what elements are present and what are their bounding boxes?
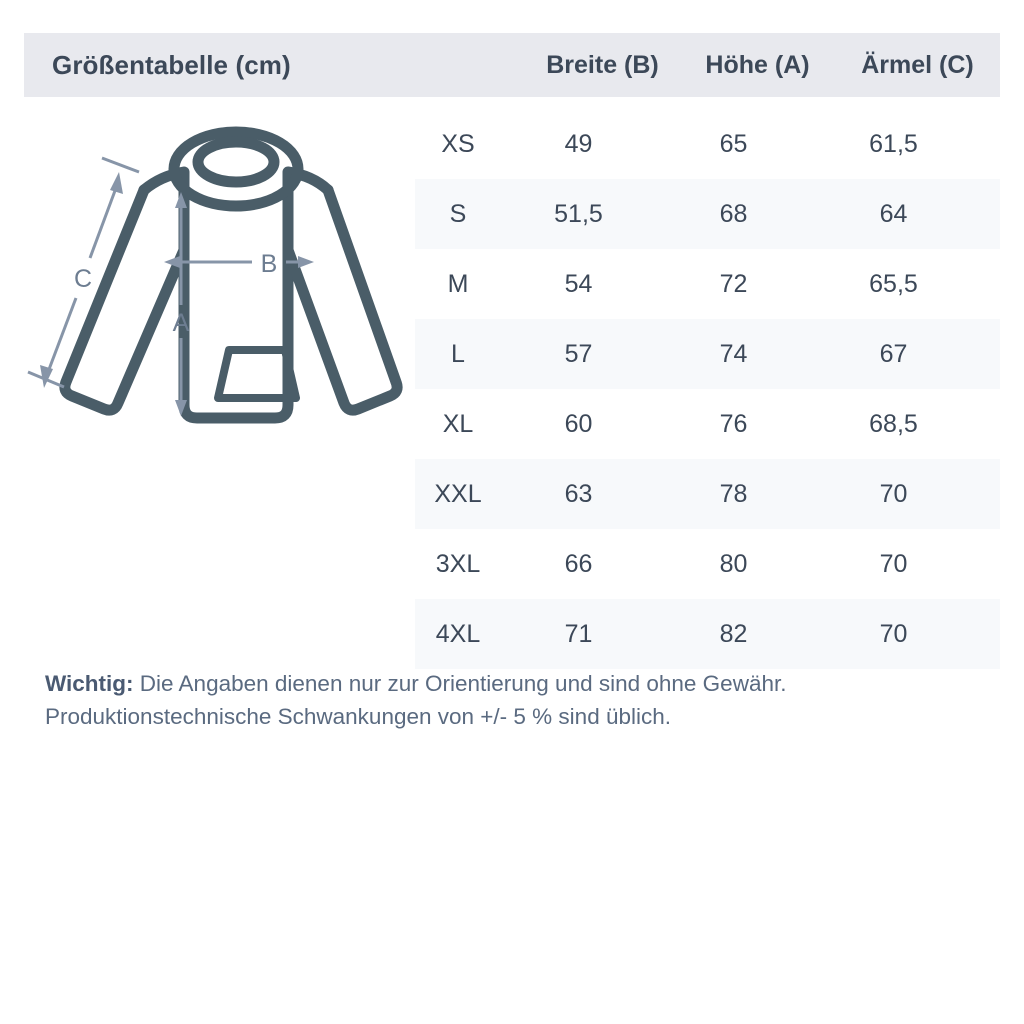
cell-breite: 66 <box>564 549 593 578</box>
cell-hoehe: 80 <box>719 549 748 578</box>
table-row[interactable]: S 51,5 68 64 <box>415 179 1000 249</box>
cell-hoehe: 76 <box>719 409 748 438</box>
table-row[interactable]: XS 49 65 61,5 <box>415 109 1000 179</box>
table-row[interactable]: XXL 63 78 70 <box>415 459 1000 529</box>
cell-size: 4XL <box>435 619 481 648</box>
dimension-line-c <box>88 187 118 259</box>
dimension-label-c: C <box>74 265 92 293</box>
cell-size: XL <box>442 409 474 438</box>
pocket-shape <box>214 346 300 402</box>
cell-breite: 49 <box>564 129 593 158</box>
cell-breite: 60 <box>564 409 593 438</box>
cell-hoehe: 78 <box>719 479 748 508</box>
dimension-label-b: B <box>261 250 278 278</box>
cell-breite: 54 <box>564 269 593 298</box>
dimension-label-a: A <box>173 309 190 337</box>
table-row[interactable]: 4XL 71 82 70 <box>415 599 1000 669</box>
cell-hoehe: 72 <box>719 269 748 298</box>
cell-aermel: 64 <box>879 199 908 228</box>
cell-aermel: 68,5 <box>869 409 918 438</box>
cell-size: L <box>451 339 465 368</box>
column-header-hoehe: Höhe (A) <box>705 50 810 79</box>
cell-aermel: 70 <box>879 619 908 648</box>
cell-hoehe: 74 <box>719 339 748 368</box>
size-table: XS 49 65 61,5 S 51,5 68 64 M 54 72 65,5 … <box>415 109 1000 669</box>
cell-breite: 51,5 <box>554 199 603 228</box>
cell-hoehe: 65 <box>719 129 748 158</box>
table-header-band: Größentabelle (cm) Breite (B) Höhe (A) Ä… <box>24 33 1000 97</box>
table-row[interactable]: XL 60 76 68,5 <box>415 389 1000 459</box>
cell-size: XXL <box>434 479 482 508</box>
hood-shape <box>168 126 304 212</box>
table-row[interactable]: L 57 74 67 <box>415 319 1000 389</box>
dimension-lines <box>27 156 314 416</box>
column-header-breite: Breite (B) <box>546 50 659 79</box>
footnote-line1: Die Angaben dienen nur zur Orientierung … <box>133 671 787 696</box>
footnote: Wichtig: Die Angaben dienen nur zur Orie… <box>45 667 995 733</box>
cell-breite: 63 <box>564 479 593 508</box>
cell-aermel: 70 <box>879 549 908 578</box>
cell-aermel: 65,5 <box>869 269 918 298</box>
table-row[interactable]: 3XL 66 80 70 <box>415 529 1000 599</box>
footnote-label-strong: Wichtig: <box>45 671 134 696</box>
cell-size: S <box>449 199 467 228</box>
cell-breite: 57 <box>564 339 593 368</box>
cell-hoehe: 82 <box>719 619 748 648</box>
cell-size: M <box>447 269 469 298</box>
cell-size: 3XL <box>435 549 481 578</box>
column-header-group: Breite (B) Höhe (A) Ärmel (C) <box>415 33 1000 97</box>
page-title: Größentabelle (cm) <box>52 49 291 80</box>
cell-aermel: 67 <box>879 339 908 368</box>
cell-hoehe: 68 <box>719 199 748 228</box>
hoodie-illustration: A B C <box>24 110 414 460</box>
cell-aermel: 70 <box>879 479 908 508</box>
cell-size: XS <box>441 129 475 158</box>
column-header-aermel: Ärmel (C) <box>861 50 974 79</box>
footnote-label: Wichtig: <box>45 671 134 696</box>
footnote-line2: Produktionstechnische Schwankungen von +… <box>45 704 672 729</box>
table-row[interactable]: M 54 72 65,5 <box>415 249 1000 319</box>
cell-aermel: 61,5 <box>869 129 918 158</box>
cell-breite: 71 <box>564 619 593 648</box>
